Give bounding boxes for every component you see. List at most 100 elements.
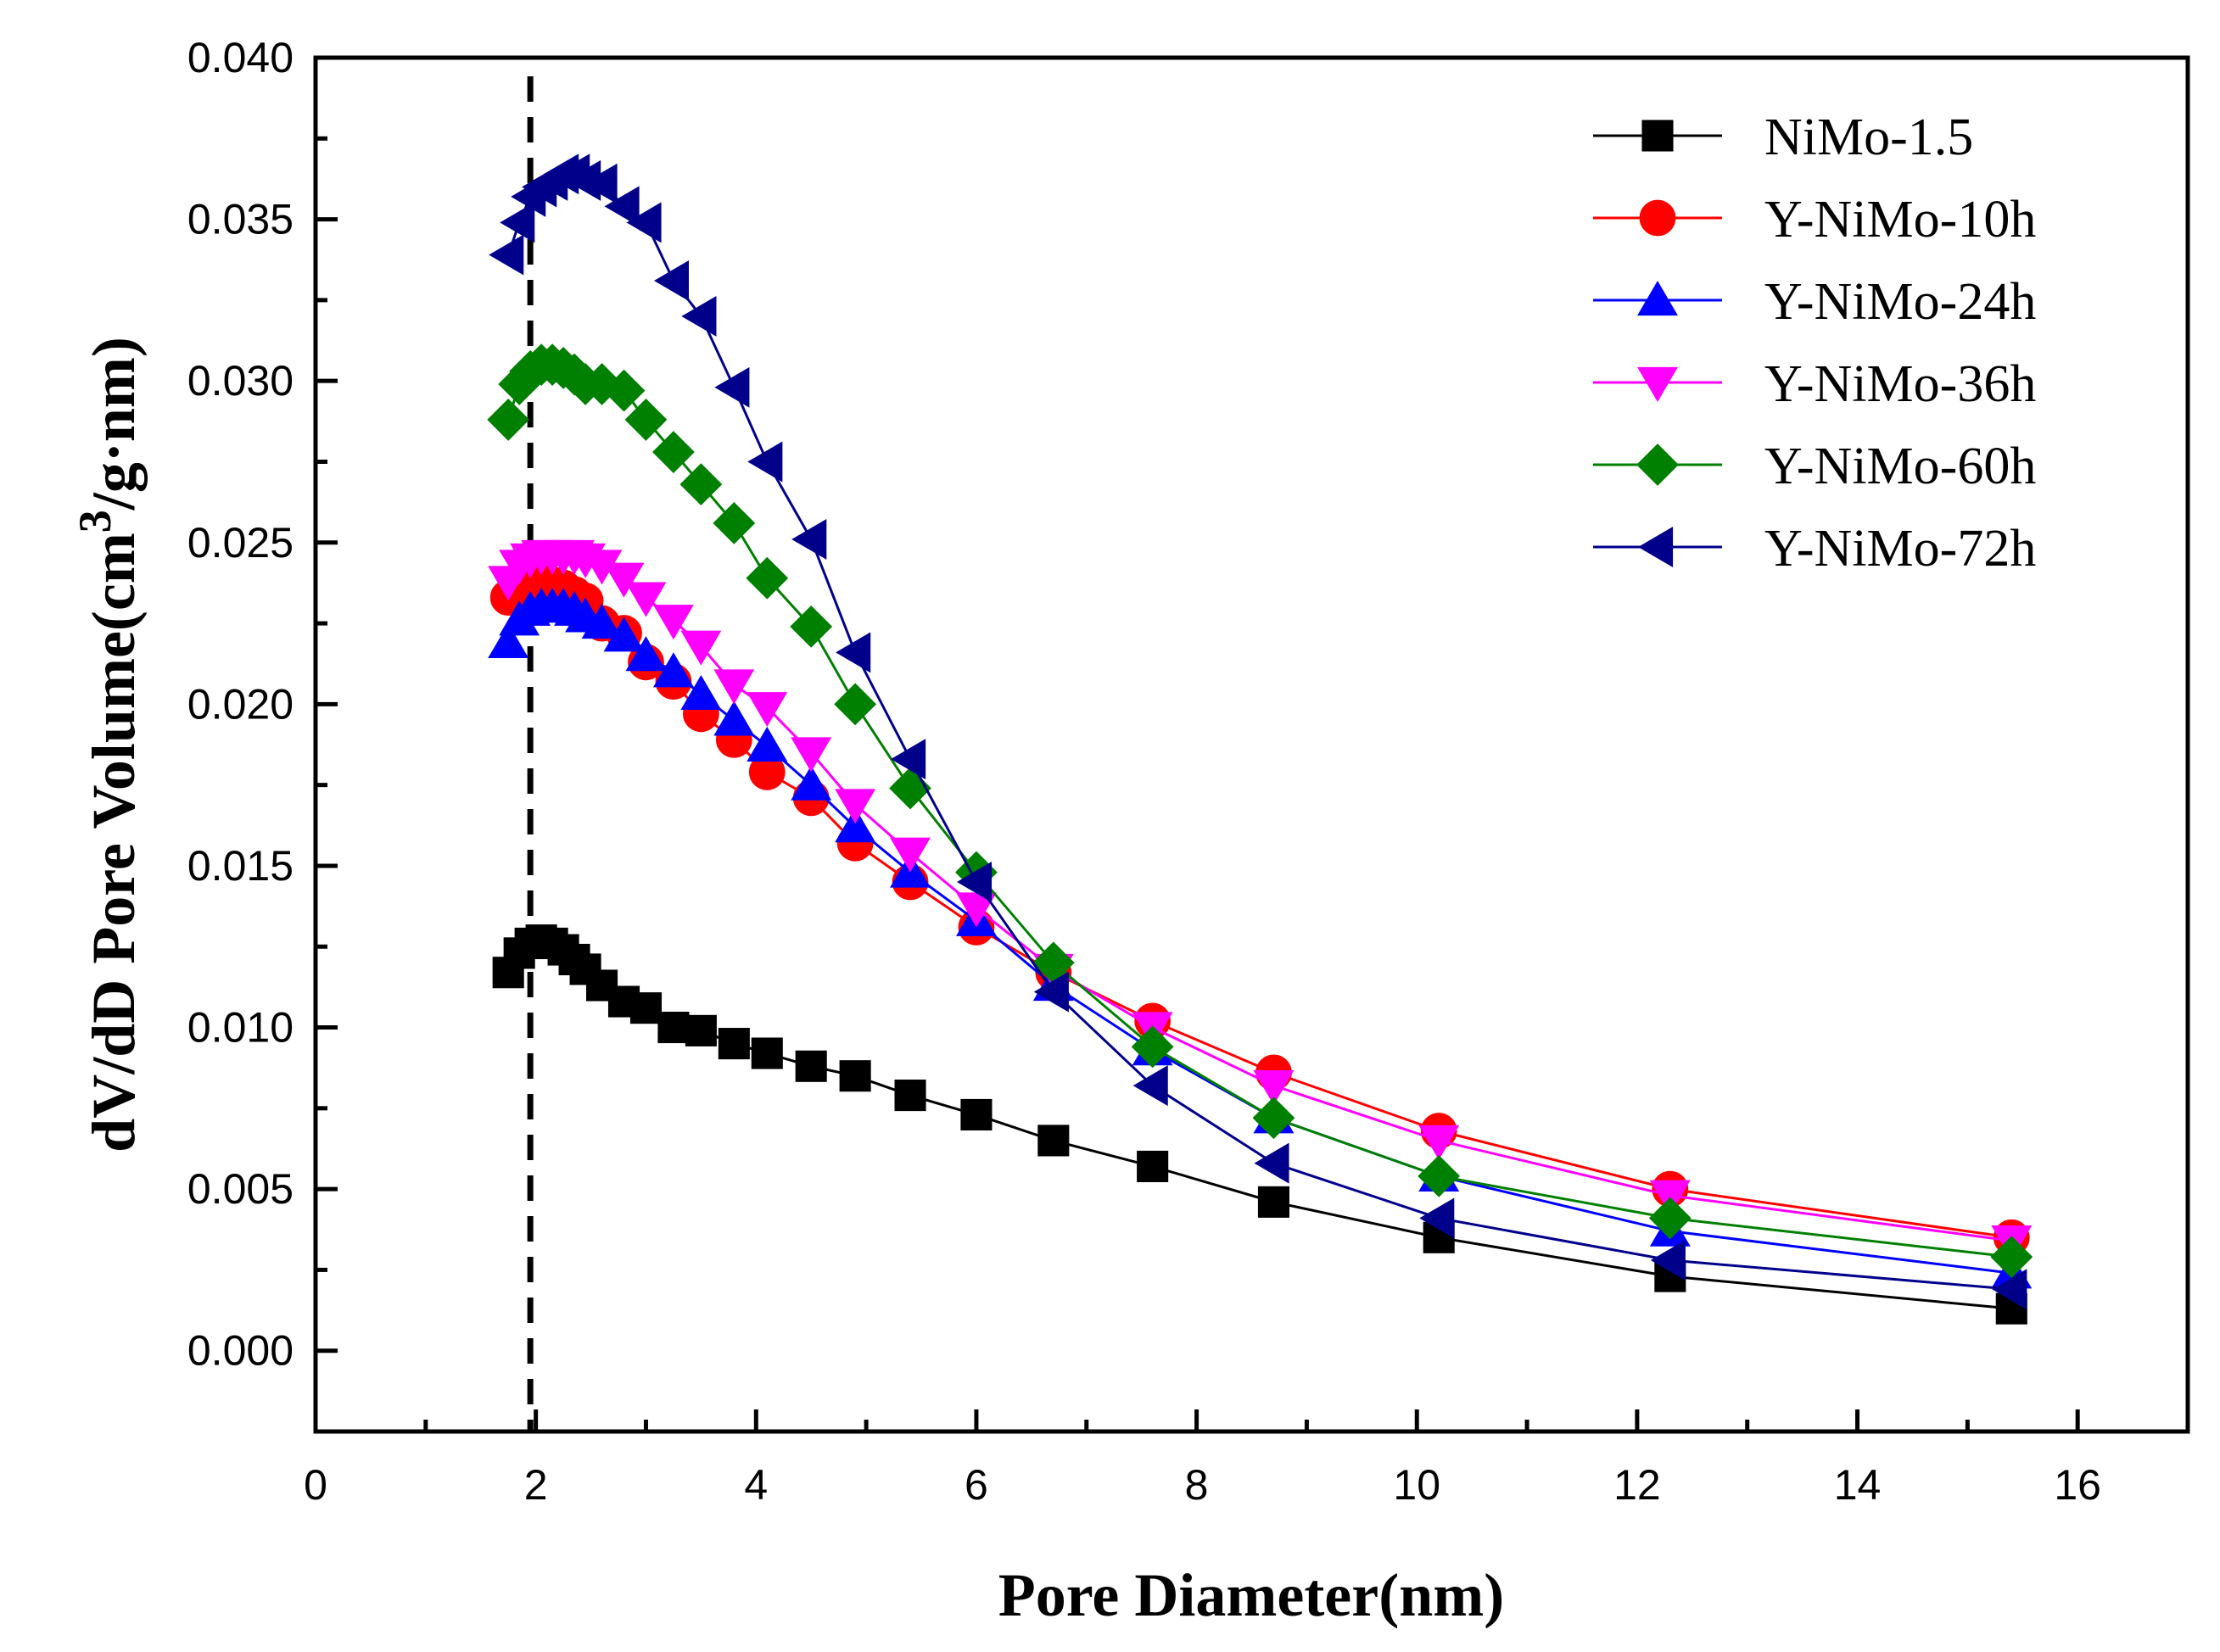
x-tick-label: 16 xyxy=(2054,1461,2101,1509)
data-point xyxy=(891,739,926,780)
data-point xyxy=(746,556,789,600)
data-point xyxy=(652,652,694,688)
data-point xyxy=(685,1014,717,1046)
data-point xyxy=(603,562,645,598)
data-point xyxy=(1252,1097,1295,1140)
y-axis-title-superscript: 3 xyxy=(70,510,120,533)
x-tick-label: 8 xyxy=(1185,1461,1209,1509)
data-point xyxy=(679,463,723,506)
series-y-nimo-10h xyxy=(489,563,2030,1256)
legend-item: NiMo-1.5 xyxy=(1593,109,1973,166)
legend-label: Y-NiMo-72h xyxy=(1764,520,2036,578)
y-tick-label: 0.020 xyxy=(187,680,294,728)
series-y-nimo-60h xyxy=(487,343,2033,1279)
data-point xyxy=(488,622,529,659)
y-tick-label: 0.030 xyxy=(187,357,294,405)
data-point xyxy=(790,605,833,648)
data-point xyxy=(1257,1186,1290,1218)
legend-label: Y-NiMo-24h xyxy=(1764,273,2036,331)
data-point xyxy=(1253,1070,1295,1106)
data-point xyxy=(603,617,645,652)
data-point xyxy=(714,366,750,408)
data-point xyxy=(604,186,640,227)
x-tick-label: 14 xyxy=(1834,1461,1882,1509)
data-point xyxy=(713,501,756,544)
legend-marker xyxy=(1637,281,1678,316)
data-point xyxy=(680,674,722,711)
data-point xyxy=(791,737,832,773)
legend-marker xyxy=(1639,199,1676,237)
x-tick-label: 10 xyxy=(1393,1461,1440,1509)
data-point xyxy=(890,837,931,873)
data-point xyxy=(1990,1236,2033,1279)
data-point xyxy=(624,399,668,441)
x-tick-label: 12 xyxy=(1613,1461,1661,1509)
y-axis-title-suffix: /g·nm) xyxy=(80,337,148,511)
data-point xyxy=(626,202,662,243)
series-nimo-1-5 xyxy=(492,924,2027,1325)
legend-item: Y-NiMo-24h xyxy=(1593,273,2036,331)
data-point xyxy=(836,632,871,673)
data-point xyxy=(1037,1125,1070,1157)
data-point xyxy=(489,234,524,276)
data-point xyxy=(653,260,690,301)
data-point xyxy=(791,765,832,801)
data-point xyxy=(500,202,535,243)
series-line xyxy=(506,554,2012,1242)
y-tick-label: 0.000 xyxy=(187,1327,294,1375)
legend: NiMo-1.5 Y-NiMo-10h Y-NiMo-24h Y-NiMo-36h Y-… xyxy=(1593,109,2036,578)
data-point xyxy=(581,604,623,639)
data-point xyxy=(751,1037,783,1069)
legend-item: Y-NiMo-60h xyxy=(1593,438,2036,495)
data-point xyxy=(795,1050,827,1082)
data-point xyxy=(625,636,667,672)
data-point xyxy=(657,1011,690,1044)
data-point xyxy=(1033,971,1069,1013)
y-tick-label: 0.005 xyxy=(187,1165,294,1213)
y-tick-label: 0.035 xyxy=(187,196,294,243)
x-axis-title: Pore Diameter(nm) xyxy=(998,1561,1504,1629)
data-point xyxy=(487,399,530,441)
series-y-nimo-72h xyxy=(489,153,2027,1310)
y-axis-title: dV/dD Pore Volume(cm3/g·nm) xyxy=(70,337,148,1152)
legend-label: NiMo-1.5 xyxy=(1764,109,1973,166)
data-point xyxy=(834,683,877,726)
data-point xyxy=(602,369,646,412)
x-tick-label: 6 xyxy=(965,1461,988,1509)
data-point xyxy=(652,605,694,640)
data-point xyxy=(1992,1269,2027,1310)
x-tick-label: 0 xyxy=(304,1461,327,1509)
data-point xyxy=(835,789,876,824)
data-point xyxy=(718,1028,750,1060)
y-tick-label: 0.040 xyxy=(187,34,294,81)
legend-marker xyxy=(1637,366,1678,402)
data-point xyxy=(629,992,663,1024)
data-point xyxy=(791,518,827,560)
y-tick-label: 0.015 xyxy=(187,842,294,890)
data-point xyxy=(960,1098,993,1130)
legend-label: Y-NiMo-36h xyxy=(1764,355,2036,413)
data-point xyxy=(1137,1150,1169,1182)
axis-ticks xyxy=(313,55,2080,1432)
data-point xyxy=(1419,1197,1455,1239)
legend-marker xyxy=(1638,527,1674,567)
legend-label: Y-NiMo-60h xyxy=(1764,438,2036,495)
legend-item: Y-NiMo-72h xyxy=(1593,520,2036,578)
data-point xyxy=(894,1080,926,1112)
data-point xyxy=(747,692,788,728)
data-point xyxy=(1418,1154,1461,1197)
data-point xyxy=(839,1060,871,1092)
legend-item: Y-NiMo-10h xyxy=(1593,191,2036,248)
tick-labels: 0 2 4 6 8 10 12 14 16 0.000 0.005 0.010 0.015 0.020 0.… xyxy=(187,34,2101,1509)
y-axis-title-main: dV/dD Pore Volume(cm xyxy=(80,533,148,1152)
series-y-nimo-36h xyxy=(488,539,2033,1261)
data-point xyxy=(681,295,717,337)
data-point xyxy=(652,431,695,473)
legend-label: Y-NiMo-10h xyxy=(1764,191,2036,248)
data-point xyxy=(713,669,755,705)
y-tick-label: 0.025 xyxy=(187,519,294,566)
x-tick-label: 2 xyxy=(524,1461,548,1509)
data-point xyxy=(582,163,618,204)
data-point xyxy=(1418,1125,1460,1160)
